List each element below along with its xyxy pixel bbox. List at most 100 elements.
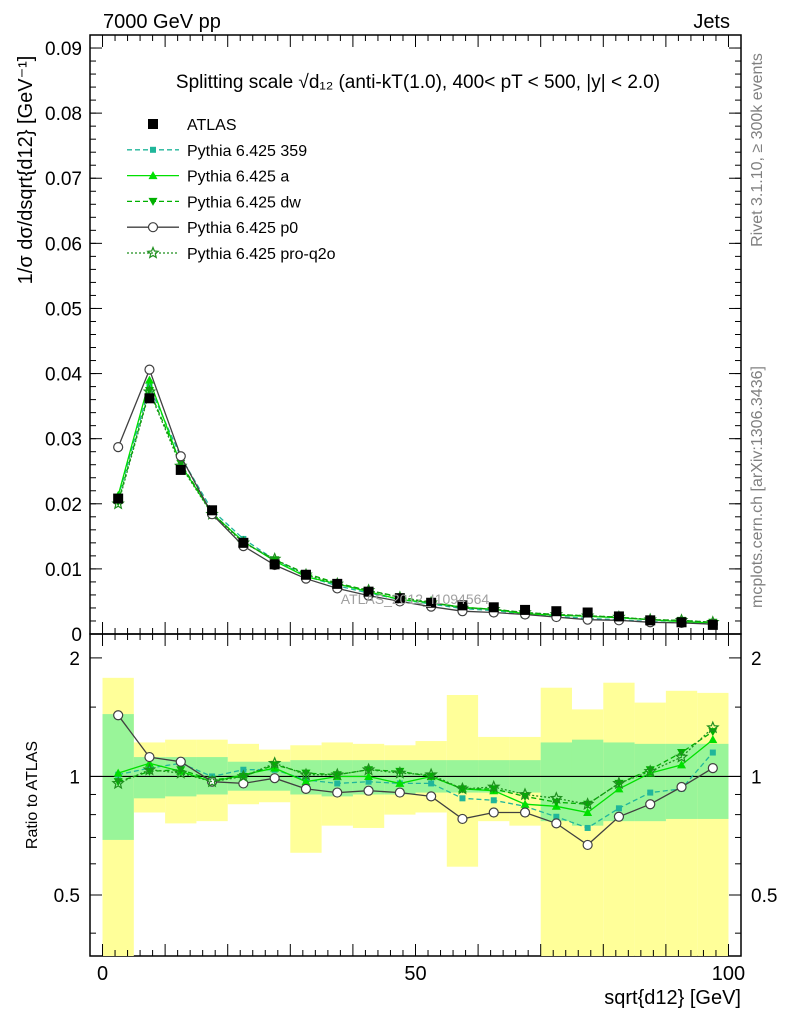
- ratio-point: [205, 774, 219, 788]
- rivet-label: Rivet 3.1.10, ≥ 300k events: [749, 53, 766, 247]
- legend-label: Pythia 6.425 359: [187, 143, 307, 160]
- y-tick-label: 0.06: [45, 234, 82, 255]
- band-outer-bin: [634, 702, 666, 956]
- data-point: [676, 617, 687, 628]
- ratio-point: [520, 799, 530, 808]
- ratio-point: [111, 776, 125, 790]
- ratio-point: [113, 778, 123, 787]
- header-left: 7000 GeV pp: [103, 11, 221, 33]
- legend-marker: [148, 197, 158, 206]
- data-point: [175, 451, 186, 462]
- data-point: [426, 597, 437, 608]
- ratio-point: [175, 756, 186, 767]
- ratio-point: [709, 749, 716, 756]
- ratio-point: [708, 735, 718, 744]
- ratio-point: [334, 780, 341, 787]
- data-point: [551, 606, 562, 617]
- ratio-y-tick-label: 1: [69, 767, 80, 788]
- ratio-y-tick-label-right: 0.5: [751, 886, 777, 907]
- y-tick-label: 0.03: [45, 430, 82, 451]
- data-point: [175, 464, 186, 475]
- data-point: [269, 559, 280, 570]
- ratio-point: [176, 766, 186, 775]
- ratio-point: [674, 750, 689, 763]
- ratio-y-tick-label: 2: [69, 649, 80, 670]
- ratio-point: [645, 766, 655, 775]
- analysis-watermark: ATLAS_2012_I1094564: [341, 591, 490, 607]
- y-tick-label: 0.08: [45, 104, 82, 125]
- ratio-point: [361, 762, 376, 776]
- data-point: [332, 578, 343, 589]
- ratio-point: [583, 807, 593, 816]
- ratio-point: [488, 807, 499, 818]
- ratio-point: [614, 784, 624, 793]
- data-point: [207, 505, 218, 516]
- ratio-point: [365, 778, 372, 785]
- ratio-point: [490, 797, 497, 804]
- ratio-point: [645, 799, 656, 810]
- data-point: [363, 586, 374, 597]
- upper-plot-marks: [111, 364, 720, 630]
- ratio-point: [549, 791, 564, 805]
- legend-label: Pythia 6.425 p0: [187, 220, 298, 237]
- ratio-point: [173, 766, 188, 779]
- ratio-point: [676, 781, 687, 793]
- ratio-series-line: [118, 752, 714, 829]
- data-point: [394, 593, 405, 604]
- x-tick-label: 50: [404, 963, 426, 985]
- ratio-point: [364, 771, 374, 780]
- legend-label: Pythia 6.425 dw: [187, 194, 301, 211]
- ratio-plot-marks: [111, 710, 720, 851]
- mcplots-label: mcplots.cern.ch [arXiv:1306.3436]: [749, 366, 766, 608]
- band-outer-bin: [665, 690, 698, 956]
- ratio-point: [113, 768, 123, 777]
- ratio-point: [426, 791, 437, 802]
- ratio-point: [519, 807, 531, 818]
- upper-axis-ticks: 0 0.01 0.02 0.03 0.04 0.05 0.06 0.07 0.08 0.09: [45, 35, 741, 646]
- ratio-point: [236, 769, 251, 783]
- data-point: [300, 569, 311, 580]
- data-point: [113, 442, 124, 453]
- ratio-point: [486, 779, 501, 793]
- ratio-point: [428, 780, 435, 787]
- data-point: [582, 607, 593, 618]
- ratio-point: [330, 767, 345, 781]
- ratio-point: [455, 781, 470, 795]
- data-point: [238, 537, 249, 548]
- data-point: [645, 615, 656, 626]
- x-axis-label: sqrt{d12} [GeV]: [604, 987, 741, 1009]
- ratio-point: [612, 776, 626, 790]
- ratio-point: [647, 789, 654, 796]
- legend-marker: [146, 245, 160, 259]
- band-inner-bin: [697, 743, 729, 819]
- ratio-point: [395, 778, 405, 787]
- ratio-point: [144, 751, 155, 763]
- ratio-bands: [102, 677, 729, 956]
- ratio-point: [582, 839, 593, 851]
- ratio-point: [395, 767, 405, 776]
- ratio-y-tick-label-right: 2: [751, 649, 762, 670]
- x-tick-label: 0: [97, 963, 108, 985]
- y-tick-label: 0.02: [45, 495, 82, 516]
- legend-marker: [148, 171, 158, 180]
- ratio-point: [706, 720, 720, 734]
- ratio-point: [142, 762, 157, 776]
- ratio-point: [643, 764, 657, 778]
- data-point: [707, 619, 718, 630]
- ratio-point: [677, 760, 687, 769]
- ratio-point: [707, 763, 718, 774]
- legend-marker: [148, 119, 158, 129]
- upper-y-axis-label: 1/σ dσ/dsqrt{d12} [GeV⁻¹]: [15, 56, 37, 285]
- legend-label: Pythia 6.425 pro-q2o: [187, 246, 336, 263]
- ratio-point: [332, 787, 343, 798]
- ratio-series-line: [117, 731, 714, 805]
- ratio-point: [518, 787, 532, 801]
- series-line: [117, 388, 713, 623]
- series-line: [117, 367, 713, 625]
- data-point: [144, 364, 155, 375]
- ratio-point: [613, 811, 625, 822]
- data-point: [144, 393, 155, 404]
- data-point: [457, 600, 468, 611]
- ratio-point: [393, 766, 407, 779]
- band-inner-bin: [634, 743, 666, 822]
